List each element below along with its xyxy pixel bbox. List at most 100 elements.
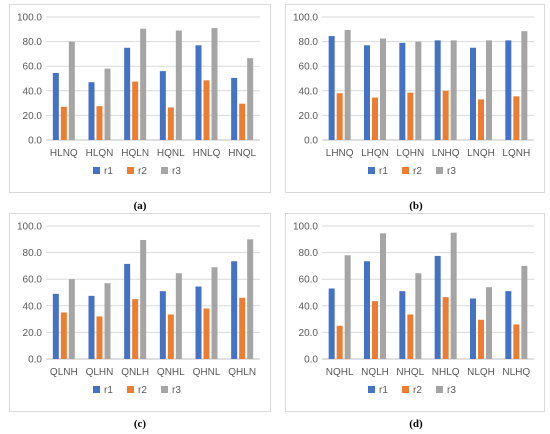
y-tick-label: 0.0: [28, 136, 42, 147]
bar-r1-LHQN: [364, 45, 370, 140]
y-tick-label: 80.0: [299, 248, 319, 259]
y-tick-label: 20.0: [23, 328, 43, 339]
bar-r3-NQLH: [380, 233, 386, 359]
y-tick-label: 100.0: [17, 222, 42, 233]
y-tick-label: 60.0: [299, 62, 319, 73]
y-tick-label: 40.0: [299, 301, 319, 312]
legend-label-r2: r2: [413, 166, 422, 177]
chart-panel-b: 0.0 20.0 40.0 60.0 80.0 100.0 LHNQ LHQN LQHN LNHQ…: [285, 4, 545, 193]
y-tick-label: 100.0: [293, 222, 318, 233]
y-tick-label: 40.0: [23, 301, 43, 312]
bar-r3-LQHN: [415, 41, 422, 140]
legend-swatch-r3: [161, 386, 168, 393]
bar-r2-QNLH: [132, 299, 139, 359]
bar-r1-NQLH: [364, 261, 370, 359]
bar-r2-LNHQ: [442, 90, 449, 140]
bar-r2-HQLN: [132, 81, 139, 140]
bar-r2-LQHN: [407, 92, 414, 140]
chart-panel-c: 0.0 20.0 40.0 60.0 80.0 100.0 QLNH QLHN QNLH QNHL…: [9, 213, 271, 412]
bar-r3-HLQN: [104, 68, 111, 140]
bar-r2-HLNQ: [60, 106, 67, 140]
y-tick-label: 0.0: [28, 355, 42, 366]
bar-r3-QHLN: [247, 239, 254, 359]
bar-r2-LHQN: [372, 97, 378, 140]
legend-swatch-r1: [368, 386, 375, 393]
bar-r2-HLQN: [96, 106, 103, 140]
y-tick-label: 60.0: [23, 62, 43, 73]
x-tick-label: HLNQ: [50, 148, 78, 159]
bar-r3-HQLN: [140, 28, 147, 141]
chart-panel-a: 0.0 20.0 40.0 60.0 80.0 100.0 HLNQ HLQN HQLN HQNL…: [9, 4, 271, 193]
y-tick-label: 20.0: [299, 111, 319, 122]
x-tick-label: QHLN: [228, 367, 256, 378]
x-tick-label: LQNH: [502, 148, 530, 159]
chart-c-svg: 0.0 20.0 40.0 60.0 80.0 100.0 QLNH QLHN QNLH QNHL…: [17, 222, 260, 396]
legend-swatch-r1: [368, 167, 375, 174]
bar-r3-QNLH: [140, 239, 147, 359]
legend-swatch-r2: [402, 167, 409, 174]
bar-r2-NHLQ: [442, 297, 449, 359]
caption-a: (a): [133, 200, 147, 212]
x-tick-label: HNQL: [228, 148, 256, 159]
bar-r2-NQHL: [336, 325, 343, 359]
legend-label-r3: r3: [447, 166, 456, 177]
legend-label-r2: r2: [138, 385, 147, 396]
caption-c: (c): [133, 418, 147, 430]
bar-r2-HQNL: [167, 107, 174, 140]
y-tick-label: 60.0: [299, 275, 319, 286]
legend-swatch-r3: [436, 386, 443, 393]
bar-r1-LQHN: [399, 42, 406, 140]
caption-d: (d): [409, 418, 423, 430]
bar-r1-QNLH: [124, 263, 131, 359]
x-tick-label: NQLH: [361, 367, 389, 378]
y-tick-label: 80.0: [23, 37, 43, 48]
x-tick-label: LHNQ: [326, 148, 354, 159]
bar-r2-QHNL: [203, 308, 210, 359]
y-tick-label: 20.0: [299, 328, 319, 339]
bar-r1-HQNL: [159, 71, 166, 140]
y-tick-label: 0.0: [304, 136, 318, 147]
x-tick-label: HLQN: [86, 148, 114, 159]
legend-swatch-r1: [93, 167, 100, 174]
legend-label-r3: r3: [447, 385, 456, 396]
x-tick-label: LNHQ: [432, 148, 460, 159]
y-tick-label: 40.0: [299, 86, 319, 97]
bar-r3-QNHL: [175, 273, 182, 359]
bar-r3-LNHQ: [450, 40, 457, 141]
bar-r2-NQLH: [372, 301, 378, 359]
bar-r1-HQLN: [124, 47, 131, 140]
legend-label-r1: r1: [104, 385, 113, 396]
y-tick-label: 100.0: [17, 13, 42, 24]
x-tick-label: LNQH: [467, 148, 495, 159]
bar-r3-NHQL: [415, 273, 422, 359]
bar-r1-QHNL: [195, 286, 202, 359]
bar-r3-LQNH: [521, 31, 528, 140]
x-tick-label: QLNH: [50, 367, 78, 378]
bar-r3-NLQH: [486, 287, 492, 359]
bar-r1-HNQL: [231, 77, 238, 140]
bar-r1-HNLQ: [195, 45, 202, 140]
caption-b: (b): [409, 200, 423, 212]
bar-r2-NLQH: [478, 319, 484, 359]
bar-r2-LHNQ: [336, 93, 343, 140]
legend-swatch-r3: [161, 167, 168, 174]
bar-r1-HLQN: [88, 82, 95, 140]
x-tick-label: QNLH: [121, 367, 149, 378]
chart-d-svg: 0.0 20.0 40.0 60.0 80.0 100.0 NQHL NQLH NHQL NHLQ…: [293, 222, 534, 396]
bar-r1-NHLQ: [434, 255, 441, 359]
bar-r3-QLNH: [68, 279, 75, 359]
bar-r1-NHQL: [399, 291, 406, 359]
bar-r3-LHQN: [380, 38, 386, 140]
legend-swatch-r2: [127, 386, 134, 393]
y-tick-label: 80.0: [23, 248, 43, 259]
bar-r1-LHNQ: [328, 36, 335, 140]
bar-r2-QLHN: [96, 316, 103, 359]
bar-r3-NLHQ: [521, 265, 528, 359]
chart-a-svg: 0.0 20.0 40.0 60.0 80.0 100.0 HLNQ HLQN HQLN HQNL…: [17, 13, 260, 177]
y-tick-label: 60.0: [23, 275, 43, 286]
x-tick-label: LHQN: [361, 148, 389, 159]
legend-label-r1: r1: [379, 385, 388, 396]
legend-label-r3: r3: [172, 166, 181, 177]
x-tick-label: NHQL: [396, 367, 424, 378]
y-tick-label: 80.0: [299, 37, 319, 48]
